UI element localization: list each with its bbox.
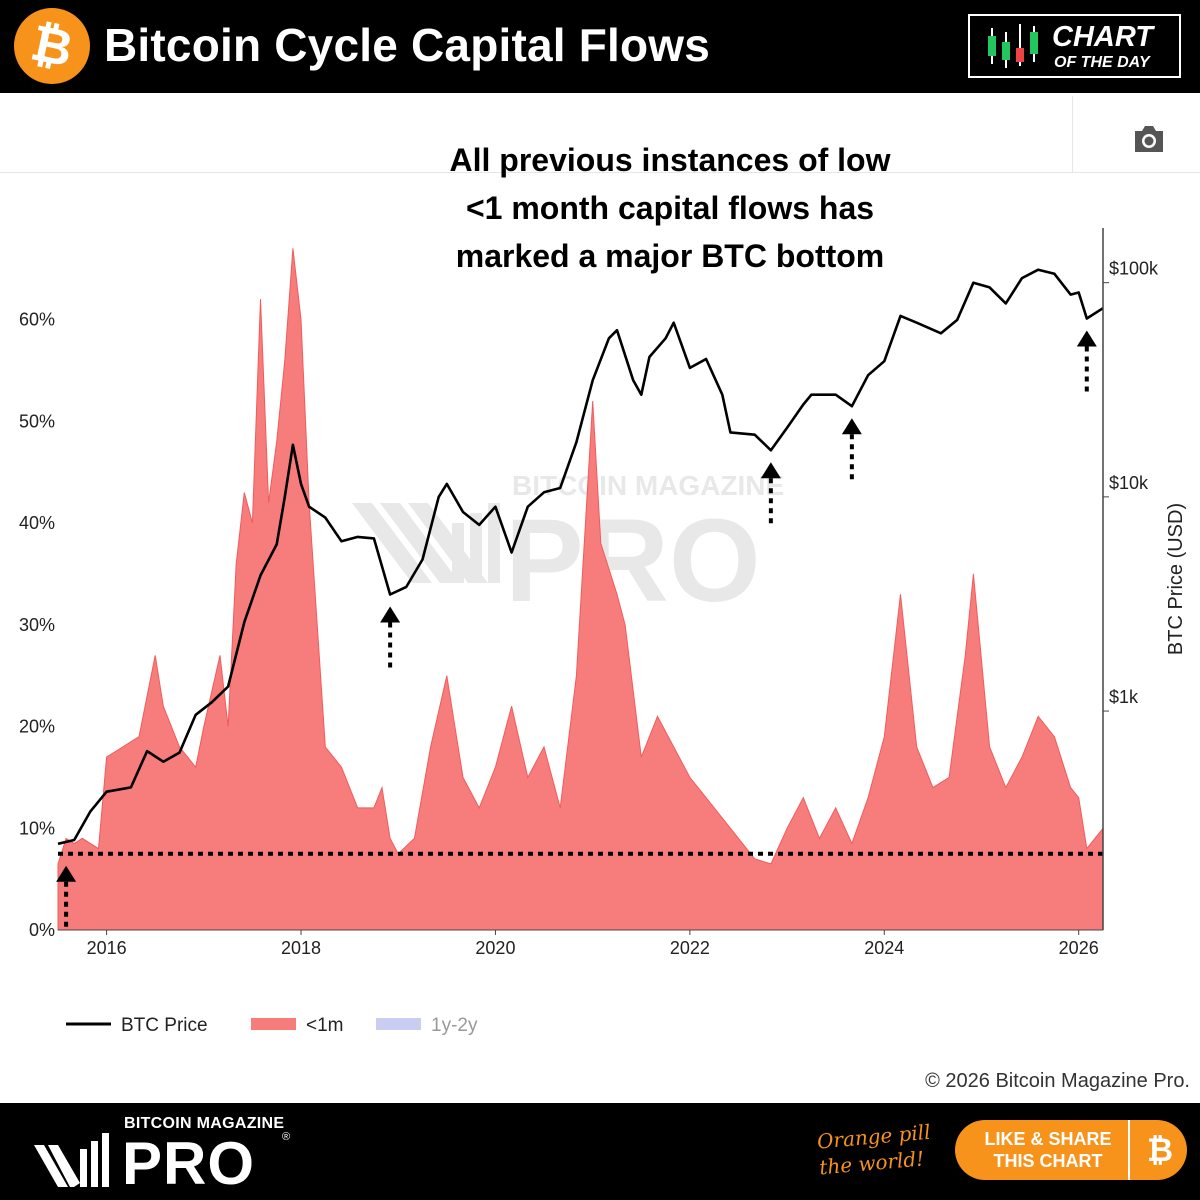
marker-arrow-2 [760,462,781,479]
y-left-tick-label: 20% [19,717,55,737]
share-divider [1128,1120,1130,1180]
footer-bar: BITCOIN MAGAZINE PRO ® Orange pill the w… [0,1103,1200,1200]
y-left-tick-label: 60% [19,310,55,330]
toolbar-bottom-border [0,172,1200,173]
page-title: Bitcoin Cycle Capital Flows [104,19,711,71]
series-line-btc-price [57,268,1104,846]
y-left-tick-label: 10% [19,818,55,838]
y-left-tick-label: 50% [19,411,55,431]
legend-item-1y-2y-swatch [376,1018,421,1030]
watermark-line-2: PRO [505,495,761,627]
camera-icon[interactable] [1132,124,1166,154]
y-left-tick-label: 30% [19,615,55,635]
legend-item-1y-2y-label: 1y-2y [431,1015,478,1036]
watermark: BITCOIN MAGAZINE PRO [352,470,784,627]
marker-arrow-3 [841,418,862,435]
chart-annotation: All previous instances of low <1 month c… [400,136,940,280]
legend-item-btc-price-label: BTC Price [121,1015,208,1036]
header-bar: ₿ Bitcoin Cycle Capital Flows CHART OF T… [0,0,1200,93]
tagline: Orange pill the world! [816,1118,948,1181]
share-line-2: THIS CHART [993,1151,1103,1171]
candlestick-chart-icon [988,24,1038,68]
y-right-tick-label: $10k [1109,473,1149,493]
y-right-axis-title: BTC Price (USD) [1165,503,1187,655]
marker-arrow-0 [56,865,77,882]
x-tick-label: 2022 [670,938,710,958]
bottom-markers [56,330,1097,928]
price-line-layer [57,268,1104,846]
bitcoin-symbol: ₿ [26,14,78,78]
x-tick-label: 2024 [864,938,904,958]
annotation-line-2: <1 month capital flows has [465,190,875,226]
series-area-lt1m [57,248,1104,931]
toolbar-divider [1072,96,1073,172]
x-tick-label: 2020 [475,938,515,958]
legend-item--1m-swatch [251,1018,296,1030]
axes: 0% 10% 20% 30% 40% 50% 60% $1k $10k $100k 2016 2018… [19,228,1187,958]
badge-line-2: OF THE DAY [1054,54,1150,71]
registered-mark: ® [282,1131,291,1143]
brand-top-text: BITCOIN MAGAZINE [124,1115,285,1132]
bitcoin-logo-icon: ₿ [14,8,90,84]
badge-line-1: CHART [1052,21,1153,53]
y-right-tick-label: $100k [1109,259,1159,279]
x-tick-label: 2018 [281,938,321,958]
marker-arrow-4 [1076,330,1097,347]
x-tick-label: 2016 [87,938,127,958]
bitcoin-magazine-logo-icon [34,1133,109,1187]
marker-arrow-1 [380,606,401,623]
share-button-label: LIKE & SHARE THIS CHART [973,1128,1123,1172]
flow-area-layer [57,248,1104,931]
like-share-button[interactable]: LIKE & SHARE THIS CHART ₿ [955,1120,1187,1180]
watermark-logo-icon [352,503,500,583]
brand-main-text: PRO [122,1130,256,1197]
y-left-tick-label: 40% [19,513,55,533]
watermark-line-1: BITCOIN MAGAZINE [512,470,784,501]
copyright-notice: © 2026 Bitcoin Magazine Pro. [925,1070,1190,1092]
legend: BTC Price <1m 1y-2y [66,1015,478,1036]
chart-area: BITCOIN MAGAZINE PRO 0% 10% 20% 30% 40% 50% 60… [19,228,1187,1036]
annotation-line-3: marked a major BTC bottom [455,238,885,274]
share-line-1: LIKE & SHARE [984,1129,1112,1149]
legend-item--1m-label: <1m [306,1015,344,1036]
y-left-tick-label: 0% [29,920,55,940]
y-right-tick-label: $1k [1109,687,1139,707]
bitcoin-symbol-icon: ₿ [1146,1132,1174,1168]
chart-of-the-day-badge: CHART OF THE DAY [968,14,1181,78]
annotation-line-1: All previous instances of low [449,142,891,178]
x-tick-label: 2026 [1059,938,1099,958]
